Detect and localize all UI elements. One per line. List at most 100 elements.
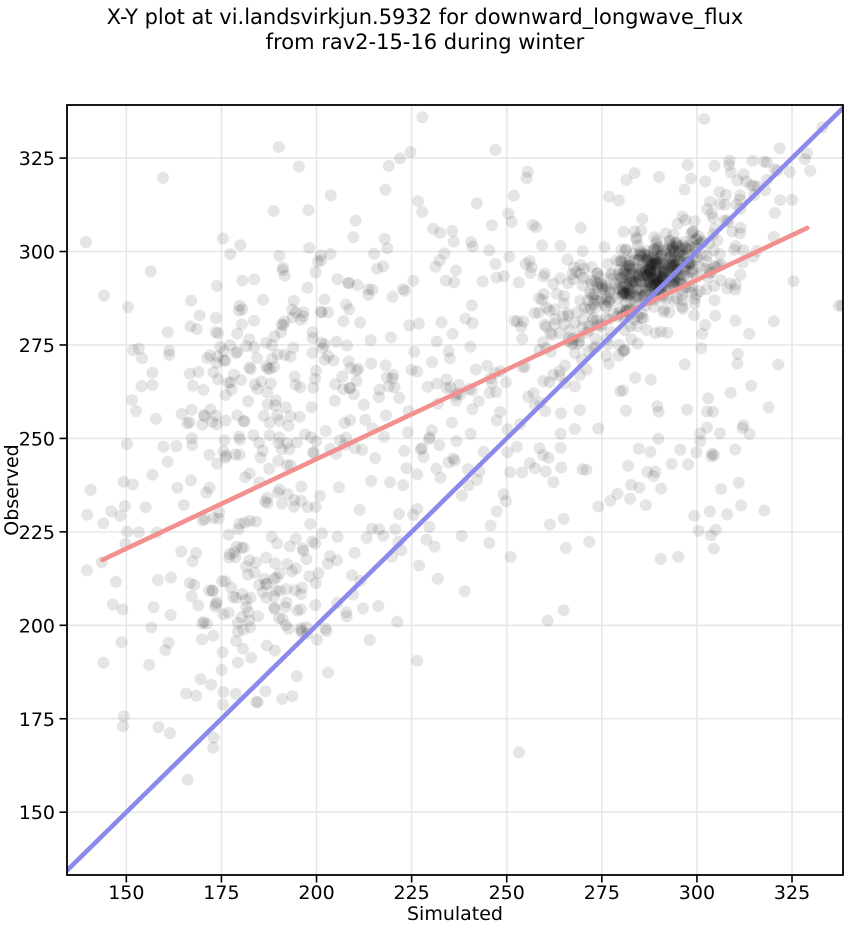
scatter-point xyxy=(636,213,649,225)
scatter-point xyxy=(225,581,238,594)
scatter-point xyxy=(662,252,675,265)
scatter-point xyxy=(320,625,333,638)
scatter-point xyxy=(265,530,278,543)
scatter-point xyxy=(600,280,613,293)
scatter-point xyxy=(663,238,676,251)
scatter-point xyxy=(589,301,602,314)
scatter-point xyxy=(309,537,322,550)
scatter-point xyxy=(295,480,308,493)
scatter-point xyxy=(650,258,663,271)
scatter-point xyxy=(702,392,715,405)
scatter-point xyxy=(434,226,447,239)
scatter-point xyxy=(206,584,219,597)
scatter-point xyxy=(767,230,780,243)
scatter-point xyxy=(650,234,663,247)
scatter-point xyxy=(444,381,457,394)
scatter-point xyxy=(583,535,596,548)
scatter-point xyxy=(159,644,172,657)
scatter-point xyxy=(622,459,635,472)
scatter-point xyxy=(708,159,721,172)
scatter-point xyxy=(209,598,222,610)
scatter-point xyxy=(489,143,502,156)
scatter-point xyxy=(615,243,628,256)
scatter-point xyxy=(276,613,289,626)
scatter-point xyxy=(290,670,303,683)
scatter-point xyxy=(416,205,429,218)
scatter-point xyxy=(464,427,477,440)
scatter-point xyxy=(553,365,566,378)
scatter-point xyxy=(651,257,664,269)
scatter-point xyxy=(646,279,659,292)
scatter-point xyxy=(197,383,210,396)
scatter-point xyxy=(632,288,645,301)
scatter-point xyxy=(679,214,692,226)
x-tick-label: 250 xyxy=(489,882,525,904)
scatter-point xyxy=(464,340,477,353)
scatter-point xyxy=(219,575,232,588)
scatter-point xyxy=(481,359,494,372)
scatter-point xyxy=(329,378,342,391)
scatter-point xyxy=(334,434,346,447)
scatter-point xyxy=(343,277,355,289)
scatter-point xyxy=(623,287,636,300)
scatter-point xyxy=(263,416,276,429)
scatter-point xyxy=(734,221,747,234)
scatter-point xyxy=(264,362,277,375)
scatter-point xyxy=(641,253,653,265)
scatter-point xyxy=(447,235,460,248)
scatter-point xyxy=(197,616,210,629)
scatter-point xyxy=(546,328,559,341)
scatter-point xyxy=(212,373,224,386)
scatter-point xyxy=(522,390,535,403)
scatter-point xyxy=(259,685,272,698)
scatter-point xyxy=(280,596,293,609)
scatter-point xyxy=(384,331,397,344)
scatter-point xyxy=(624,320,637,333)
scatter-point xyxy=(640,324,653,336)
scatter-point xyxy=(554,272,567,285)
scatter-point xyxy=(109,575,122,588)
scatter-point xyxy=(282,419,295,432)
scatter-point xyxy=(641,254,654,267)
scatter-point xyxy=(261,386,274,399)
scatter-point xyxy=(164,609,177,621)
scatter-point xyxy=(292,160,305,173)
scatter-point xyxy=(836,299,843,312)
scatter-point xyxy=(235,374,247,386)
scatter-point xyxy=(734,268,747,281)
scatter-point xyxy=(417,450,430,463)
scatter-point xyxy=(233,430,245,443)
scatter-point xyxy=(251,352,264,364)
scatter-point xyxy=(623,254,636,267)
scatter-point xyxy=(243,361,256,374)
scatter-point xyxy=(641,465,654,478)
scatter-point xyxy=(301,501,314,514)
scatter-point xyxy=(745,379,758,392)
scatter-point xyxy=(192,599,205,612)
scatter-point xyxy=(290,436,303,449)
scatter-point xyxy=(678,358,691,371)
scatter-point xyxy=(152,574,164,586)
figure-title-line2: from rav2-15-16 during winter xyxy=(266,30,585,54)
scatter-point xyxy=(489,257,502,270)
scatter-point xyxy=(302,204,315,217)
scatter-point xyxy=(687,266,699,279)
scatter-point xyxy=(585,278,598,291)
scatter-point xyxy=(275,326,288,339)
scatter-point xyxy=(664,246,676,259)
scatter-point xyxy=(372,600,385,613)
scatter-point xyxy=(348,546,361,559)
scatter-point xyxy=(476,275,489,288)
scatter-point xyxy=(569,380,581,393)
scatter-point xyxy=(648,257,661,270)
scatter-point xyxy=(737,168,750,181)
scatter-point xyxy=(331,273,344,286)
scatter-point xyxy=(554,441,567,454)
scatter-point xyxy=(700,255,713,268)
scatter-point xyxy=(331,530,344,543)
scatter-point xyxy=(238,415,251,428)
scatter-point xyxy=(207,731,220,744)
scatter-point xyxy=(532,306,545,319)
scatter-point xyxy=(683,239,696,252)
scatter-point xyxy=(632,270,645,283)
